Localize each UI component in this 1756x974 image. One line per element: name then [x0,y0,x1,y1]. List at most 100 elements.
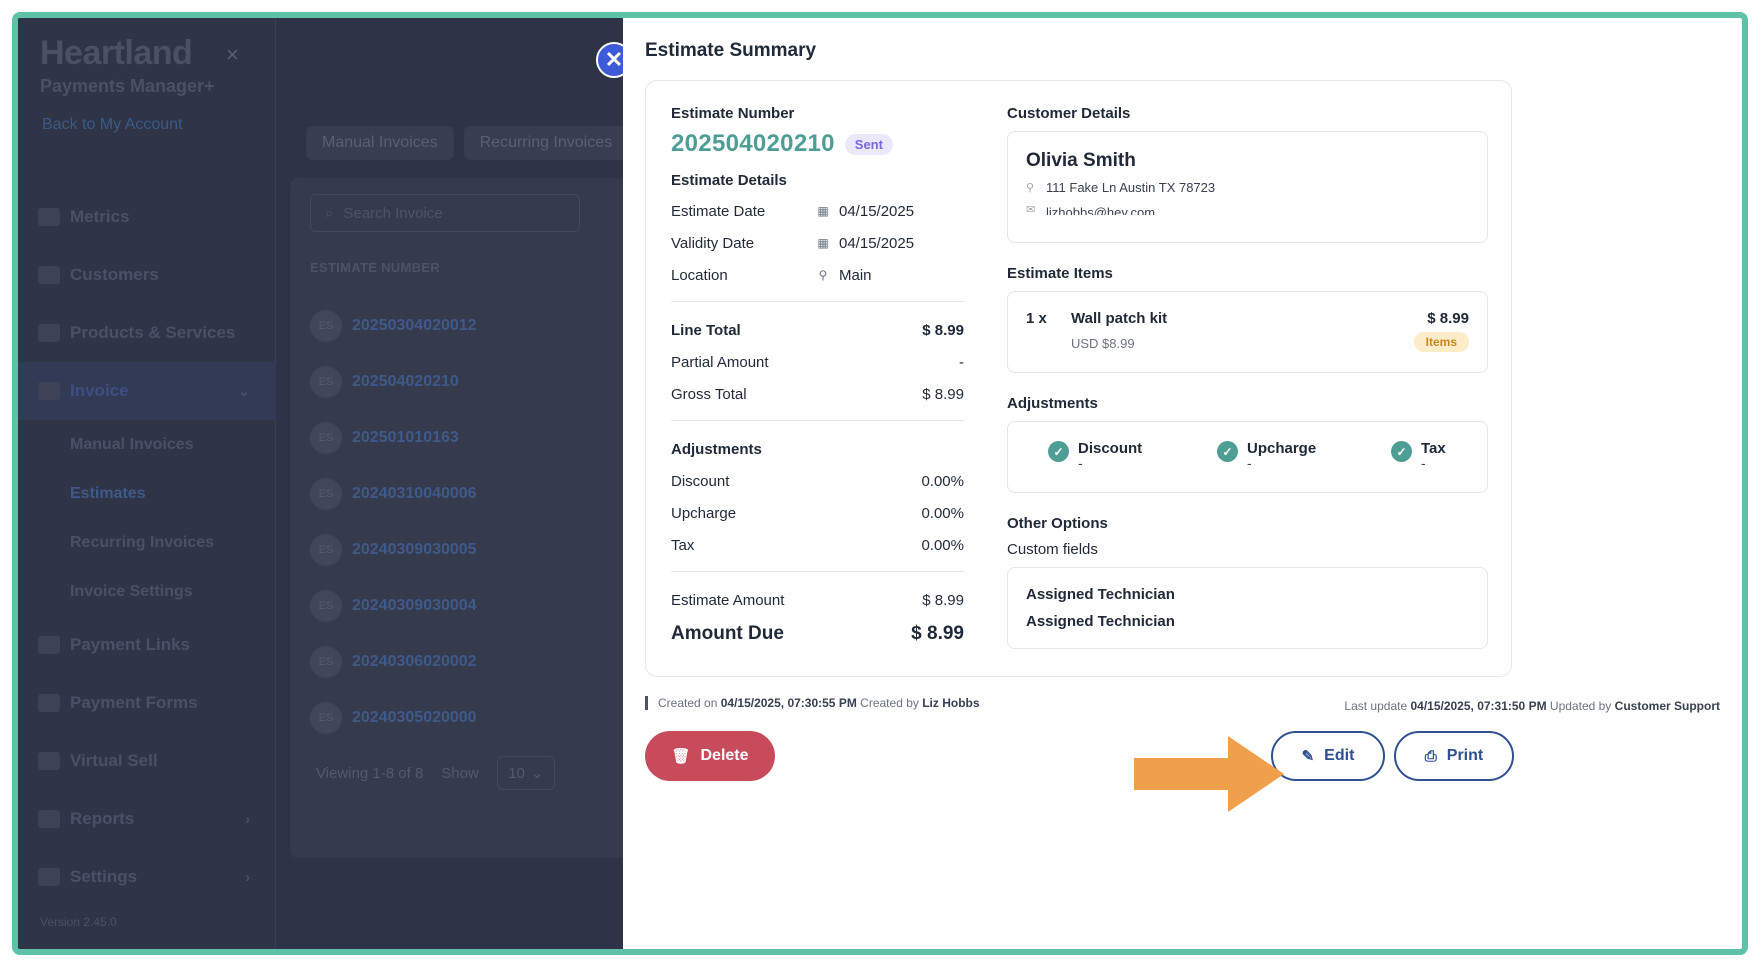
list-item[interactable]: ES 20240305020000 [310,690,477,746]
estimate-number-label: Estimate Number [671,105,795,122]
estimate-number-link[interactable]: 20240309030004 [352,597,477,614]
created-by-label: Created by [860,696,919,710]
sidebar-subitem-estimates[interactable]: Estimates [70,484,146,502]
estimate-number-link[interactable]: 202504020210 [352,373,459,390]
customer-address-row: ⚲ 111 Fake Ln Austin TX 78723 [1026,180,1469,195]
sidebar-item-label: Virtual Sell [70,751,158,770]
list-item[interactable]: ES 20240306020002 [310,634,477,690]
pin-icon: ⚲ [818,268,828,282]
amount-due-value: $ 8.99 [911,623,964,644]
back-to-account-link[interactable]: Back to My Account [42,116,183,133]
sidebar-item-reports[interactable]: Reports › [18,790,276,848]
page-title: Estimate Summary [645,40,817,61]
adjustments-label: Adjustments [671,440,762,458]
estimate-item-card: 1 x Wall patch kit USD $8.99 $ 8.99 Item… [1007,291,1488,373]
estimate-number-link[interactable]: 202501010163 [352,429,459,446]
estimate-number-link[interactable]: 20250304020012 [352,317,477,334]
metrics-icon [38,208,60,226]
trash-icon: 🗑 [671,748,691,765]
screenshot-frame: Heartland Payments Manager+ × Back to My… [12,12,1748,955]
created-meta: Created on 04/15/2025, 07:30:55 PM Creat… [645,696,980,710]
check-circle-icon: ✓ [1048,441,1069,462]
estimate-summary-panel: Estimate Summary Estimate Number 2025040… [623,18,1742,949]
adjustments-card: ✓ Discount - ✓ Upcharge - ✓ Tax - [1007,421,1488,493]
list-item[interactable]: ES 202504020210 [310,354,477,410]
sidebar-subitem-manual-invoices[interactable]: Manual Invoices [70,435,194,453]
detail-key: Estimate Date [671,202,766,220]
estimate-number-link[interactable]: 20240305020000 [352,709,477,726]
adjustment-key: Upcharge [671,504,737,522]
list-item[interactable]: ES 20240310040006 [310,466,477,522]
amount-due-row: Amount Due $ 8.99 [671,616,964,652]
estimate-card: Estimate Number 202504020210 Sent Estima… [645,80,1512,677]
partial-amount-row: Partial Amount - [671,346,964,378]
sidebar-item-payment-forms[interactable]: Payment Forms [18,674,276,732]
mail-icon: ✉ [1026,204,1036,216]
item-quantity: 1 x [1026,310,1047,327]
adjustment-upcharge: ✓ Upcharge - [1217,440,1316,471]
adjustment-value: - [1078,455,1083,471]
estimate-number-link[interactable]: 20240309030005 [352,541,477,558]
sidebar-item-products[interactable]: Products & Services [18,304,276,362]
delete-button[interactable]: 🗑 Delete [645,731,775,781]
created-prefix: Created on [658,696,718,710]
detail-key: Location [671,266,728,284]
estimate-right-column: Customer Details Olivia Smith ⚲ 111 Fake … [1007,105,1488,649]
brand-logo: Heartland [40,34,193,72]
divider [671,420,964,421]
list-item[interactable]: ES 202501010163 [310,410,477,466]
adjustment-value: 0.00% [921,536,964,554]
adjustment-value: 0.00% [921,504,964,522]
customer-address: 111 Fake Ln Austin TX 78723 [1046,180,1216,195]
status-badge: Sent [844,133,893,155]
avatar: ES [310,646,342,678]
estimate-number-row: 202504020210 Sent [671,130,964,158]
adjustment-key: Discount [671,472,730,490]
adjustments-heading: Adjustments [671,433,964,465]
edit-button[interactable]: ✎ Edit [1271,731,1385,781]
avatar: ES [310,702,342,734]
pin-icon: ⚲ [1026,182,1035,194]
column-header-estimate-number: ESTIMATE NUMBER [310,260,440,275]
adjustment-value: - [1421,455,1426,471]
detail-value: 04/15/2025 [839,202,915,220]
amount-due-label: Amount Due [671,623,784,644]
list-item[interactable]: ES 20240309030004 [310,578,477,634]
adjustments-section-label: Adjustments [1007,395,1098,412]
sidebar-item-settings[interactable]: Settings › [18,848,276,906]
sidebar-close-icon[interactable]: × [226,42,239,67]
tab-recurring-invoices[interactable]: Recurring Invoices [463,126,629,160]
adjustment-value: - [1247,455,1252,471]
list-item[interactable]: ES 20250304020012 [310,298,477,354]
tab-manual-invoices[interactable]: Manual Invoices [306,126,454,160]
invoice-icon [38,382,60,400]
list-item[interactable]: ES 20240309030005 [310,522,477,578]
sidebar-subitem-invoice-settings[interactable]: Invoice Settings [70,582,193,600]
other-options-label: Other Options [1007,515,1108,532]
calendar-icon: ▦ [817,204,829,218]
sidebar-item-label: Metrics [70,207,130,226]
viewing-count: Viewing 1-8 of 8 [316,764,424,782]
calendar-icon: ▦ [817,236,829,250]
sidebar-item-payment-links[interactable]: Payment Links [18,616,276,674]
sidebar-item-label: Payment Forms [70,693,198,712]
chevron-down-icon: ⌄ [530,765,544,782]
sidebar-item-invoice[interactable]: Invoice ⌄ [18,362,276,420]
sidebar-subitem-recurring-invoices[interactable]: Recurring Invoices [70,533,215,551]
sidebar-item-label: Customers [70,265,159,284]
pagination-footer: Viewing 1-8 of 8 Show 10 ⌄ [316,756,555,790]
estimate-number-link[interactable]: 20240310040006 [352,485,477,502]
print-button[interactable]: ⎙ Print [1394,731,1514,781]
pencil-icon: ✎ [1301,748,1315,765]
page-size-select[interactable]: 10 ⌄ [496,756,555,790]
updated-by: Customer Support [1614,699,1720,713]
products-icon [38,324,60,342]
gear-icon [38,868,60,886]
sidebar-item-virtual-sell[interactable]: Virtual Sell [18,732,276,790]
search-input[interactable]: ⌕ Search Invoice [310,194,580,232]
sidebar-item-customers[interactable]: Customers [18,246,276,304]
avatar: ES [310,310,342,342]
sidebar-item-metrics[interactable]: Metrics [18,188,276,246]
customer-details-label: Customer Details [1007,105,1131,122]
estimate-number-link[interactable]: 20240306020002 [352,653,477,670]
